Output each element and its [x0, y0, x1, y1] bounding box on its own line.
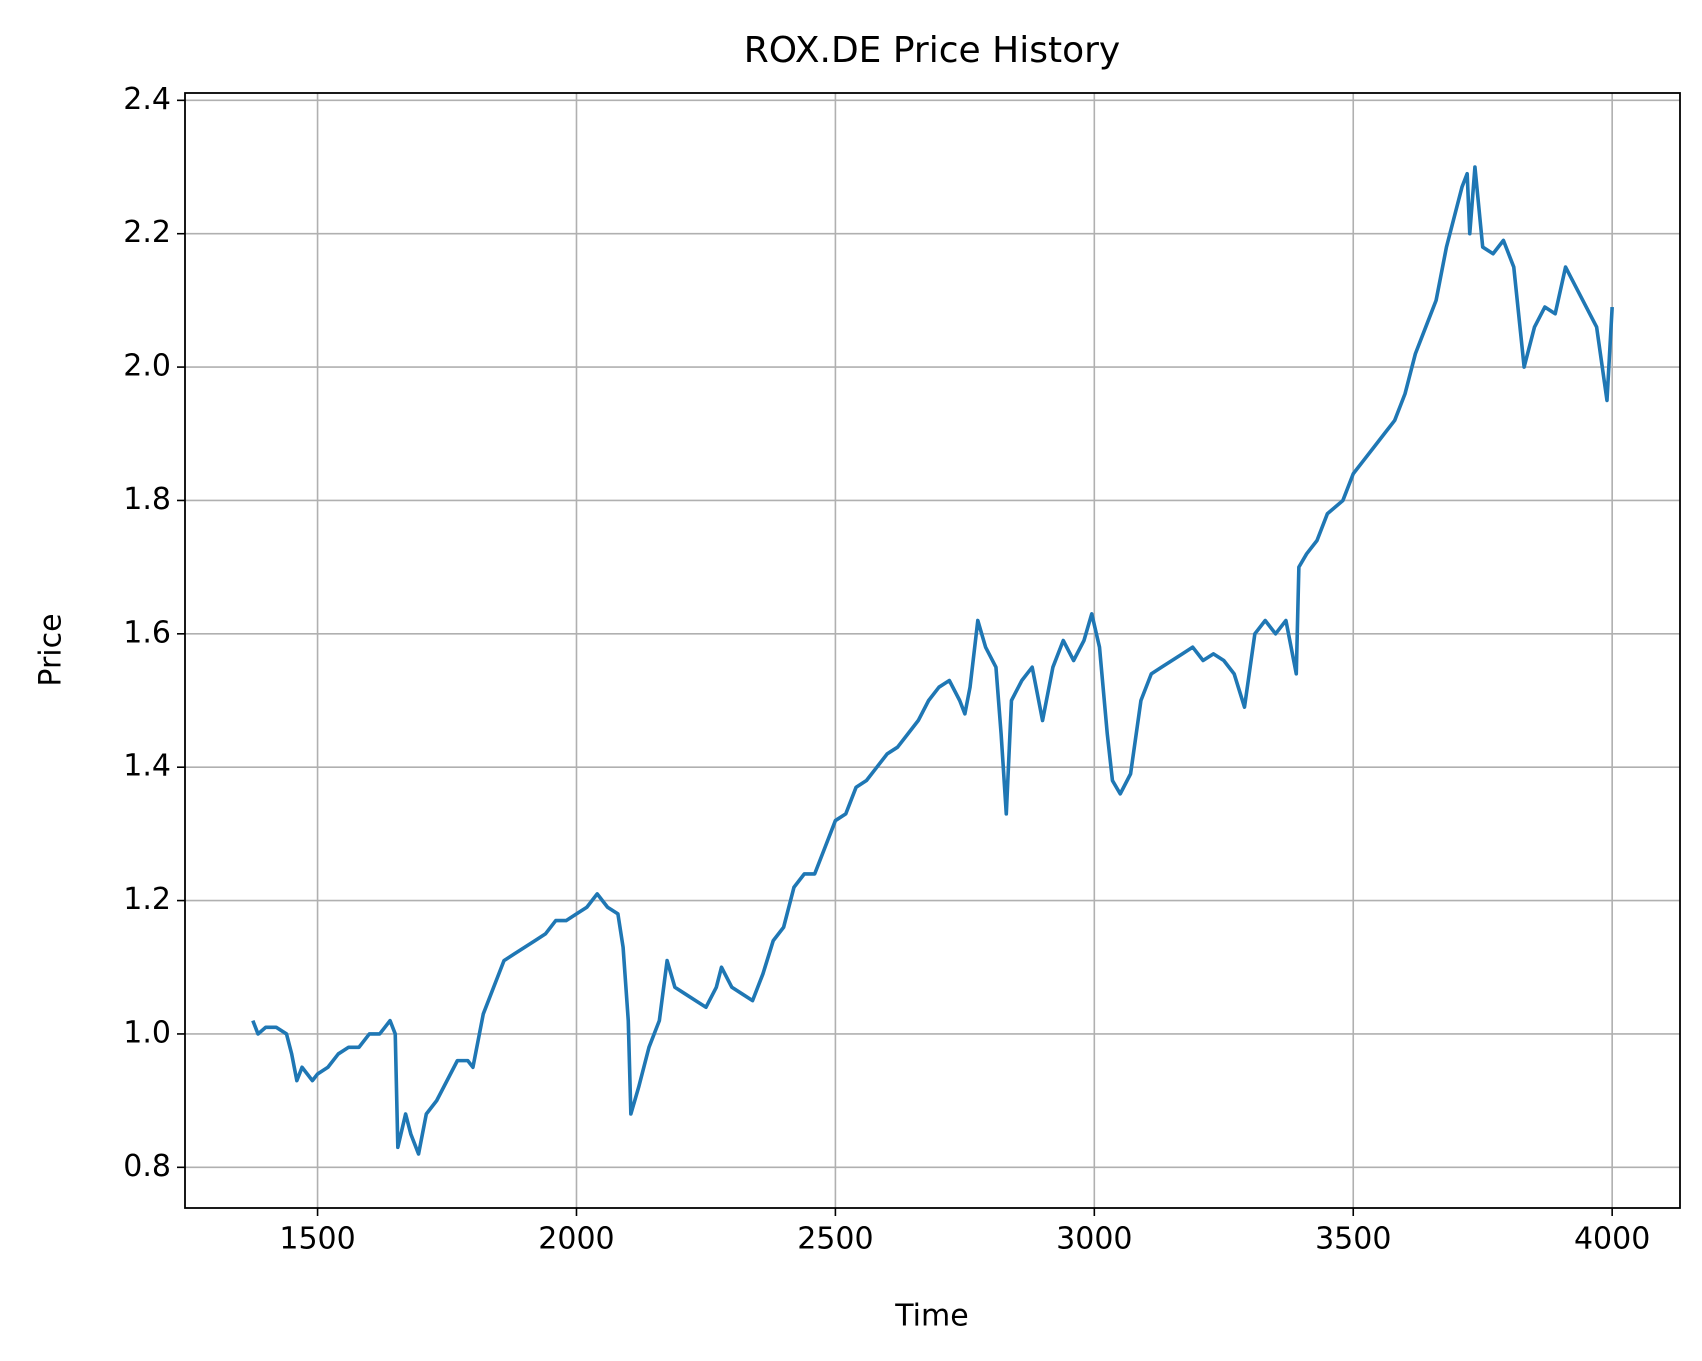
- chart-title: ROX.DE Price History: [744, 30, 1120, 71]
- plot-frame: [184, 92, 1681, 1209]
- y-tick-label: 2.4: [123, 82, 171, 117]
- x-tick-label: 4000: [1574, 1222, 1650, 1257]
- x-tick-label: 3000: [1056, 1222, 1132, 1257]
- x-tick-label: 2500: [797, 1222, 873, 1257]
- y-tick-label: 1.2: [123, 882, 171, 917]
- y-tick-label: 1.8: [123, 482, 171, 517]
- x-tick-label: 2000: [538, 1222, 614, 1257]
- y-tick-label: 0.8: [123, 1149, 171, 1184]
- y-tick-label: 2.0: [123, 349, 171, 384]
- y-tick-label: 1.4: [123, 749, 171, 784]
- x-tick-label: 3500: [1315, 1222, 1391, 1257]
- price-line: [251, 165, 1614, 1156]
- x-tick-label: 1500: [279, 1222, 355, 1257]
- x-axis-label: Time: [894, 1299, 968, 1334]
- y-axis-label: Price: [34, 613, 69, 686]
- y-tick-label: 1.6: [123, 615, 171, 650]
- y-tick-label: 2.2: [123, 215, 171, 250]
- y-tick-label: 1.0: [123, 1015, 171, 1050]
